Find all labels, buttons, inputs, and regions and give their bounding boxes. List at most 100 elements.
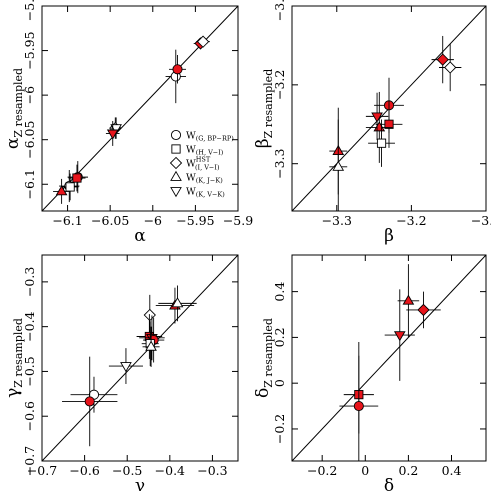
x-axis-label: δ — [384, 476, 394, 491]
plot-frame — [291, 5, 487, 212]
legend-marker-square — [171, 144, 181, 154]
alpha-panel: −6.1 −6.05 −6 −5.95 −5.9 −6.1 −6.05 −6 −5.95 −5.9… — [3, 0, 253, 246]
data-point-triangle-down-filled — [371, 112, 383, 123]
legend-entry: W(G, BP−RP) — [170, 129, 234, 143]
x-axis-label: γ — [135, 476, 145, 491]
x-tick-label: −0.2 — [307, 463, 337, 478]
y-tick-label: −0.5 — [22, 356, 37, 386]
x-tick-label: −5.9 — [223, 213, 253, 228]
legend-label: W(G, BP−RP) — [186, 131, 234, 143]
y-tick-label: −0.2 — [272, 414, 287, 444]
y-tick-label: −0.3 — [22, 267, 37, 297]
x-tick-label: 0.4 — [442, 463, 462, 478]
plot-frame — [291, 254, 487, 462]
x-tick-label: −5.95 — [176, 213, 214, 228]
y-axis-label: αZ resampled — [3, 68, 25, 149]
y-tick-label: −3.1 — [272, 0, 287, 21]
data-point-triangle-down-filled — [106, 129, 119, 140]
legend-label: W(K, J−K) — [186, 173, 223, 185]
y-tick-label: −3.2 — [272, 70, 287, 100]
data-point-diamond-open — [444, 61, 457, 74]
y-axis-label-symbol: α — [3, 137, 23, 149]
data-point-triangle-down-filled — [393, 331, 406, 342]
legend-entry: WHST (I, V−I) — [169, 156, 220, 172]
x-tick-label: −0.6 — [69, 463, 99, 478]
data-point-circle-filled — [172, 64, 183, 75]
y-axis-label: βZ resampled — [253, 69, 275, 148]
y-tick-label: −0.4 — [22, 311, 37, 341]
data-point-diamond-open — [196, 35, 210, 48]
y-tick-label: −6 — [22, 86, 37, 104]
data-point-square-open — [65, 182, 75, 192]
legend-label-base: W — [186, 131, 196, 142]
legend-label-subscript: (K, V−K) — [196, 191, 226, 199]
legend-label-base: W — [186, 173, 196, 184]
legend-label: W(H, V−I) — [186, 145, 224, 157]
x-tick-label: −0.7 — [27, 463, 57, 478]
x-tick-label: −6.1 — [52, 213, 82, 228]
data-point-circle-filled — [84, 396, 95, 407]
y-axis-label-symbol: γ — [3, 388, 23, 398]
x-tick-label: 0.2 — [398, 463, 418, 478]
y-tick-label: −0.7 — [22, 446, 37, 476]
data-point-triangle-up-filled — [402, 294, 415, 305]
legend-entry: W(K, J−K) — [170, 170, 223, 185]
data-points — [329, 35, 462, 211]
data-point-triangle-up-open — [332, 160, 345, 171]
legend-entry: W(K, V−K) — [170, 187, 226, 199]
x-tick-label: −6.05 — [91, 213, 129, 228]
data-points — [339, 264, 441, 461]
legend-marker-diamond — [169, 156, 183, 170]
y-axis-label: δZ resampled — [253, 318, 275, 398]
plot-frame — [41, 5, 239, 212]
data-points — [53, 35, 210, 204]
x-tick-label: −0.3 — [197, 463, 227, 478]
y-axis-label-subscript: Z resampled — [12, 318, 25, 388]
y-tick-label: 0 — [272, 379, 287, 387]
x-tick-label: −3.2 — [396, 213, 426, 228]
data-points — [62, 285, 197, 447]
gamma-panel: −0.7 −0.6 −0.5 −0.4 −0.3 −0.7 −0.6 −0.5 −0.4 −0.3… — [3, 254, 239, 491]
legend-label-subscript: (G, BP−RP) — [196, 135, 234, 143]
legend-label-base: W — [186, 187, 196, 198]
legend-label: WHST (I, V−I) — [186, 156, 220, 172]
y-tick-label: −5.9 — [22, 0, 37, 21]
x-axis-label: β — [384, 226, 394, 246]
legend: W(G, BP−RP)W(H, V−I)WHST (I, V−I)W(K, J−K… — [169, 129, 234, 199]
data-point-triangle-up-open — [145, 340, 157, 351]
x-tick-label: −6 — [144, 213, 162, 228]
data-point-triangle-up-open — [171, 297, 184, 308]
data-point-triangle-down-open — [120, 362, 132, 373]
legend-marker-triangle-up — [170, 170, 182, 181]
data-point-diamond-filled — [417, 303, 430, 317]
legend-marker-triangle-down — [170, 187, 182, 198]
data-point-circle-filled — [353, 401, 364, 412]
legend-entry: W(H, V−I) — [171, 144, 224, 157]
y-tick-label: −6.05 — [22, 121, 37, 159]
legend-label-subscript: (I, V−I) — [195, 164, 220, 172]
y-axis-label-subscript: Z resampled — [262, 69, 275, 139]
data-point-square-filled — [72, 173, 82, 183]
legend-label-superscript: HST — [196, 156, 211, 164]
plot-frame — [41, 254, 239, 462]
x-tick-label: −0.5 — [112, 463, 142, 478]
one-to-one-line — [292, 255, 486, 461]
y-tick-label: −6.1 — [22, 169, 37, 199]
data-point-diamond-filled — [436, 53, 449, 66]
y-tick-label: −0.6 — [22, 401, 37, 431]
y-axis-label-symbol: β — [253, 138, 273, 148]
y-axis-label-subscript: Z resampled — [262, 318, 275, 388]
x-tick-label: 0 — [361, 463, 369, 478]
data-point-square-open — [376, 138, 387, 148]
y-tick-label: −5.95 — [22, 31, 37, 69]
y-axis-label: γZ resampled — [3, 318, 25, 398]
legend-marker-circle — [170, 129, 182, 141]
y-tick-label: 0.4 — [272, 282, 287, 302]
x-axis-label: α — [134, 226, 146, 246]
legend-label-subscript: (H, V−I) — [196, 149, 224, 157]
legend-label-subscript: (K, J−K) — [196, 177, 223, 185]
one-to-one-line — [42, 255, 238, 461]
x-tick-label: −3.3 — [322, 213, 352, 228]
